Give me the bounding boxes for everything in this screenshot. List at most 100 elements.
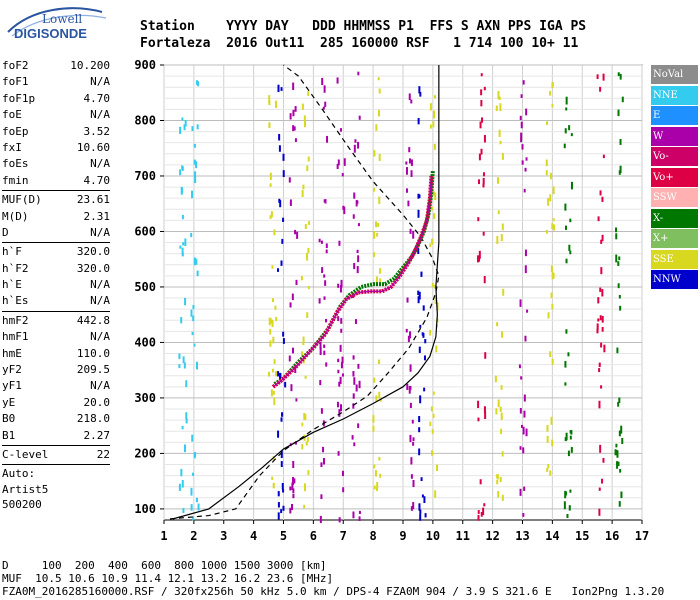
echo-dot	[295, 279, 298, 285]
echo-dot	[616, 461, 619, 469]
echo-dot	[417, 296, 420, 304]
echo-dot	[423, 355, 426, 361]
echo-dot	[598, 400, 601, 409]
echo-dot	[353, 442, 356, 447]
echo-dot	[424, 513, 427, 518]
echo-dot	[295, 398, 298, 402]
echo-dot	[429, 329, 432, 336]
echo-dot	[373, 252, 376, 257]
x-tick-label: 3	[220, 529, 227, 543]
echo-dot	[524, 167, 527, 172]
param-name: fmin	[2, 173, 29, 187]
echo-dot	[524, 335, 527, 342]
echo-dot	[181, 117, 184, 121]
echo-dot	[294, 441, 297, 445]
echo-dot	[477, 514, 480, 521]
param-divider	[2, 444, 110, 446]
echo-dot	[602, 73, 605, 81]
x-tick-label: 17	[635, 529, 649, 543]
echo-dot	[496, 322, 499, 327]
echo-dot	[496, 177, 499, 184]
echo-dot	[597, 216, 600, 222]
param-value: N/A	[90, 225, 110, 239]
echo-dot	[410, 99, 413, 104]
echo-dot	[570, 181, 573, 190]
x-tick-label: 11	[456, 529, 470, 543]
echo-dot	[194, 171, 197, 178]
param-name: foF1	[2, 75, 29, 89]
echo-dot	[307, 156, 310, 162]
legend-item: X+	[651, 229, 698, 248]
echo-dot	[294, 106, 297, 112]
echo-dot	[304, 375, 307, 379]
echo-dot	[197, 503, 200, 511]
echo-dot	[178, 353, 181, 360]
echo-dot	[434, 192, 437, 201]
echo-dot	[282, 217, 285, 222]
echo-dot	[412, 502, 415, 510]
echo-dot	[280, 417, 283, 422]
echo-dot	[300, 275, 303, 281]
echo-dot	[417, 193, 420, 199]
y-tick-label: 600	[134, 224, 156, 238]
echo-dot	[338, 517, 341, 523]
echo-dot	[294, 138, 297, 142]
echo-dot	[292, 125, 295, 132]
echo-dot	[338, 381, 341, 387]
echo-dot	[343, 158, 346, 166]
autoscale-text: 500200	[2, 498, 42, 512]
logo-swoosh-icon	[7, 7, 107, 37]
echo-dot	[277, 371, 280, 377]
echo-dot	[431, 282, 434, 287]
polarization-legend: NoVal NNE E W Vo- Vo+ SSW X- X+ SSE NNW	[651, 65, 698, 291]
echo-dot	[305, 441, 308, 446]
echo-dot	[325, 249, 328, 254]
echo-dot	[417, 290, 420, 296]
echo-dot	[376, 481, 379, 488]
param-name: C-level	[2, 447, 49, 461]
echo-dot	[182, 508, 185, 514]
echo-dot	[569, 489, 572, 493]
echo-dot	[419, 514, 422, 521]
echo-dot	[284, 381, 287, 388]
echo-dot	[320, 240, 323, 244]
echo-dot	[378, 88, 381, 94]
x-tick-label: 5	[280, 529, 287, 543]
echo-dot	[412, 441, 415, 446]
echo-dot	[308, 221, 311, 225]
echo-dot	[274, 305, 277, 310]
echo-dot	[191, 126, 194, 132]
echo-dot	[379, 473, 382, 478]
echo-dot	[278, 373, 281, 381]
echo-dot	[500, 428, 503, 435]
echo-dot	[477, 179, 480, 185]
echo-dot	[193, 143, 196, 148]
echo-dot	[181, 480, 184, 488]
echo-dot	[549, 194, 552, 202]
echo-dot	[483, 135, 486, 143]
echo-dot	[194, 176, 197, 183]
echo-dot	[185, 418, 188, 424]
param-name: foEs	[2, 157, 29, 171]
echo-dot	[184, 297, 187, 306]
param-name: h`F2	[2, 261, 29, 275]
echo-dot	[429, 103, 432, 111]
echo-dot	[190, 309, 193, 317]
echo-dot	[325, 362, 328, 367]
echo-dot	[376, 232, 379, 237]
echo-dot	[495, 408, 498, 415]
x-tick-label: 16	[605, 529, 619, 543]
echo-dot	[563, 143, 566, 149]
echo-dot	[301, 443, 304, 450]
echo-dot	[433, 143, 436, 150]
echo-dot	[196, 361, 199, 370]
param-name: foF2	[2, 59, 29, 72]
echo-dot	[523, 486, 526, 491]
echo-dot	[480, 100, 483, 107]
echo-dot	[352, 370, 355, 377]
echo-dot	[323, 344, 326, 348]
param-name: yF1	[2, 379, 22, 393]
echo-dot	[339, 285, 342, 293]
echo-dot	[614, 449, 617, 456]
echo-dot	[378, 391, 381, 399]
